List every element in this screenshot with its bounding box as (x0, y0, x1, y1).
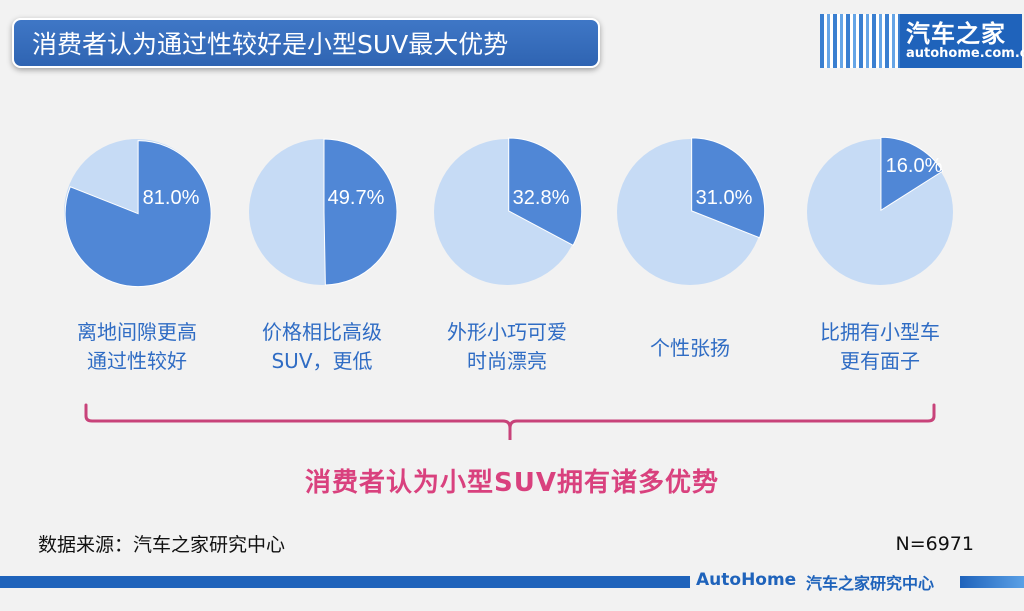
category-label-4: 个性张扬 (650, 336, 730, 360)
pie-slice-4 (691, 137, 766, 239)
logo-stripes (820, 14, 900, 68)
pie-value-label-5: 16.0% (886, 155, 943, 177)
category-label-3: 外形小巧可爱 时尚漂亮 (447, 320, 567, 373)
pie-value-label-4: 31.0% (696, 187, 753, 209)
footer-bar (0, 576, 690, 588)
footer-center-name: 汽车之家研究中心 (806, 574, 935, 593)
footer-bar-end (960, 576, 1024, 588)
pie-value-label-2: 49.7% (328, 187, 385, 209)
category-label-2: 价格相比高级 SUV，更低 (262, 320, 382, 373)
bracket (84, 403, 936, 440)
conclusion-text: 消费者认为小型SUV拥有诸多优势 (305, 468, 719, 498)
pie-slice-2 (323, 138, 398, 286)
pie-value-label-1: 81.0% (143, 187, 200, 209)
pie-slice-3 (508, 137, 583, 247)
data-source: 数据来源：汽车之家研究中心 (38, 534, 286, 556)
logo-text-en: autohome.com.cn (906, 46, 1024, 61)
category-label-1: 离地间隙更高 通过性较好 (77, 320, 197, 373)
category-label-5: 比拥有小型车 更有面子 (820, 320, 940, 373)
pie-value-label-3: 32.8% (513, 187, 570, 209)
logo-text-cn: 汽车之家 (906, 20, 1006, 48)
logo (900, 14, 1022, 68)
page-title: 消费者认为通过性较好是小型SUV最大优势 (12, 18, 600, 68)
pie-slice-5 (880, 136, 944, 212)
footer-brand: AutoHome (696, 570, 797, 590)
pie-slice-1 (64, 140, 212, 288)
sample-size: N=6971 (895, 533, 975, 555)
